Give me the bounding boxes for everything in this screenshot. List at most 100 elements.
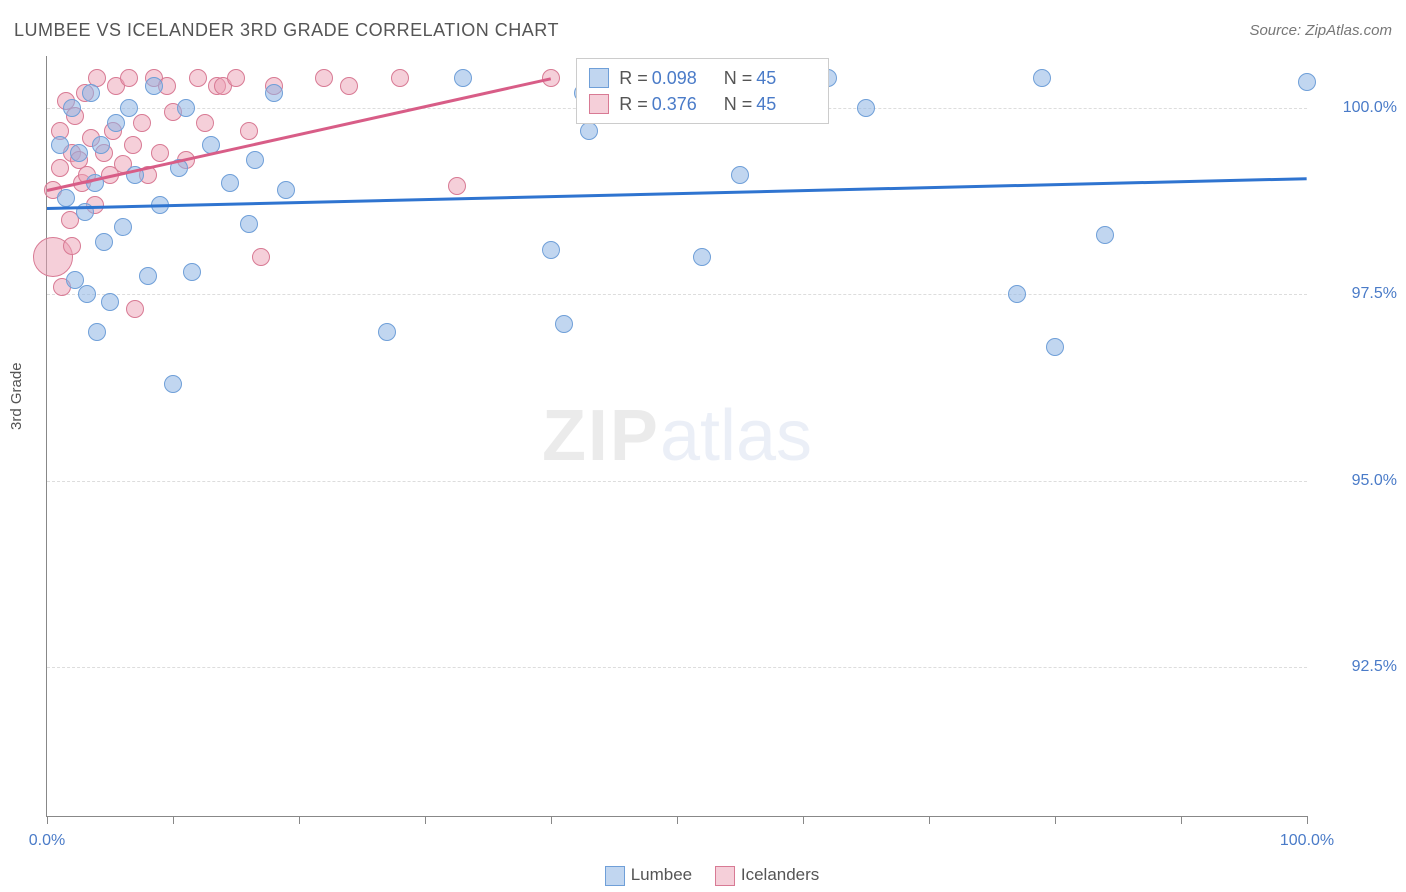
grid-line (47, 481, 1307, 482)
chart-plot-area: ZIPatlas 92.5%95.0%97.5%100.0%0.0%100.0%… (46, 56, 1307, 817)
lumbee-point (555, 315, 573, 333)
lumbee-point (95, 233, 113, 251)
lumbee-point (120, 99, 138, 117)
lumbee-r-value: 0.098 (652, 68, 712, 89)
lumbee-point (1008, 285, 1026, 303)
lumbee-point (857, 99, 875, 117)
lumbee-point (1298, 73, 1316, 91)
lumbee-point (221, 174, 239, 192)
lumbee-n-value: 45 (756, 68, 816, 89)
icelanders-point (51, 159, 69, 177)
lumbee-point (177, 99, 195, 117)
watermark-atlas: atlas (660, 396, 812, 476)
lumbee-swatch-icon (605, 866, 625, 886)
x-tick (425, 816, 426, 824)
icelanders-point (240, 122, 258, 140)
y-tick-label: 92.5% (1317, 658, 1397, 676)
lumbee-point (164, 375, 182, 393)
n-label: N = (724, 68, 753, 89)
x-tick (1181, 816, 1182, 824)
icelanders-swatch-icon (715, 866, 735, 886)
x-tick (47, 816, 48, 824)
lumbee-point (1046, 338, 1064, 356)
icelanders-stats-row: R =0.376 N =45 (589, 91, 816, 117)
x-tick (551, 816, 552, 824)
watermark: ZIPatlas (542, 395, 812, 477)
grid-line (47, 667, 1307, 668)
lumbee-point (542, 241, 560, 259)
lumbee-stats-row: R =0.098 N =45 (589, 65, 816, 91)
lumbee-point (580, 122, 598, 140)
lumbee-point (139, 267, 157, 285)
lumbee-point (82, 84, 100, 102)
y-axis-label: 3rd Grade (8, 362, 25, 430)
icelanders-point (315, 69, 333, 87)
lumbee-point (70, 144, 88, 162)
x-tick-label: 100.0% (1280, 832, 1334, 850)
icelanders-point (126, 300, 144, 318)
lumbee-point (114, 218, 132, 236)
lumbee-point (1033, 69, 1051, 87)
icelanders-point (391, 69, 409, 87)
x-tick (803, 816, 804, 824)
chart-header: LUMBEE VS ICELANDER 3RD GRADE CORRELATIO… (14, 20, 1392, 50)
lumbee-swatch-icon (589, 68, 609, 88)
x-tick (929, 816, 930, 824)
icelanders-point (63, 237, 81, 255)
y-tick-label: 97.5% (1317, 285, 1397, 303)
r-label: R = (619, 94, 648, 115)
icelanders-point (340, 77, 358, 95)
lumbee-point (240, 215, 258, 233)
lumbee-point (63, 99, 81, 117)
lumbee-point (78, 285, 96, 303)
stats-box: R =0.098 N =45 R =0.376 N =45 (576, 58, 829, 124)
n-label: N = (724, 94, 753, 115)
icelanders-trend-line (47, 77, 552, 192)
lumbee-legend-label: Lumbee (631, 865, 692, 884)
lumbee-point (183, 263, 201, 281)
icelanders-point (151, 144, 169, 162)
lumbee-point (88, 323, 106, 341)
lumbee-point (277, 181, 295, 199)
grid-line (47, 294, 1307, 295)
lumbee-point (101, 293, 119, 311)
icelanders-point (120, 69, 138, 87)
lumbee-point (378, 323, 396, 341)
r-label: R = (619, 68, 648, 89)
icelanders-point (189, 69, 207, 87)
chart-source: Source: ZipAtlas.com (1249, 22, 1392, 39)
lumbee-point (107, 114, 125, 132)
icelanders-n-value: 45 (756, 94, 816, 115)
icelanders-point (448, 177, 466, 195)
lumbee-point (454, 69, 472, 87)
lumbee-point (145, 77, 163, 95)
x-tick (677, 816, 678, 824)
icelanders-legend-label: Icelanders (741, 865, 819, 884)
icelanders-point (133, 114, 151, 132)
y-tick-label: 100.0% (1317, 99, 1397, 117)
x-tick (173, 816, 174, 824)
icelanders-r-value: 0.376 (652, 94, 712, 115)
lumbee-point (51, 136, 69, 154)
chart-title: LUMBEE VS ICELANDER 3RD GRADE CORRELATIO… (14, 20, 559, 40)
x-tick-label: 0.0% (29, 832, 65, 850)
x-tick (1307, 816, 1308, 824)
lumbee-point (246, 151, 264, 169)
icelanders-point (124, 136, 142, 154)
lumbee-point (57, 189, 75, 207)
lumbee-point (92, 136, 110, 154)
icelanders-point (196, 114, 214, 132)
icelanders-swatch-icon (589, 94, 609, 114)
lumbee-point (66, 271, 84, 289)
x-tick (299, 816, 300, 824)
icelanders-point (252, 248, 270, 266)
lumbee-point (731, 166, 749, 184)
watermark-zip: ZIP (542, 396, 660, 476)
lumbee-point (693, 248, 711, 266)
lumbee-point (1096, 226, 1114, 244)
icelanders-point (227, 69, 245, 87)
y-tick-label: 95.0% (1317, 472, 1397, 490)
x-tick (1055, 816, 1056, 824)
bottom-legend: Lumbee Icelanders (0, 865, 1406, 886)
lumbee-point (265, 84, 283, 102)
